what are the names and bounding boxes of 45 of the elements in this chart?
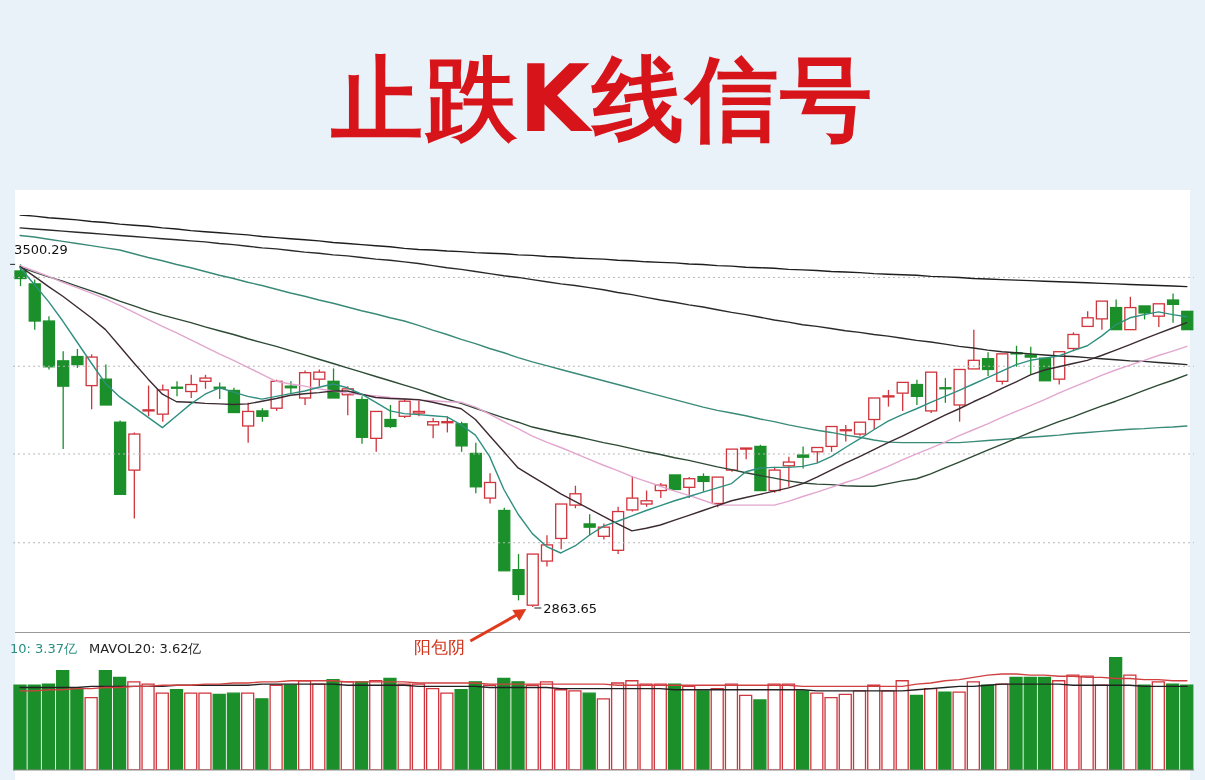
candlestick — [99, 363, 113, 406]
bar — [383, 677, 397, 770]
candlestick — [967, 328, 980, 370]
candlestick — [1095, 300, 1109, 331]
bar — [924, 687, 938, 770]
candlestick — [910, 379, 924, 406]
candlestick — [1166, 292, 1180, 324]
candlestick — [1109, 298, 1123, 331]
candlestick — [42, 315, 56, 371]
bar — [1137, 684, 1151, 770]
candlestick — [796, 445, 810, 470]
candlestick — [483, 472, 497, 505]
bar — [169, 689, 184, 770]
bar — [909, 694, 924, 770]
chart-title: 止跌K线信号 — [329, 45, 876, 155]
text: 3500.29 — [14, 242, 68, 258]
candlestick — [725, 448, 739, 473]
text: MAVOL20: 3.62亿 — [89, 640, 202, 658]
bar — [326, 678, 340, 770]
bar — [795, 690, 810, 770]
bar — [938, 691, 952, 770]
bar — [84, 697, 98, 770]
candlestick — [426, 417, 440, 439]
bar — [1108, 657, 1123, 770]
candlestick — [981, 351, 995, 377]
candlestick — [853, 421, 867, 437]
text: 10: 3.37亿 — [10, 640, 77, 658]
candlestick — [668, 474, 682, 491]
bar — [269, 684, 283, 770]
annotation: 阳包阴 — [414, 637, 466, 657]
candlestick — [540, 534, 554, 568]
annotation: 2863.65 — [543, 601, 598, 616]
bar — [283, 684, 297, 770]
bar — [995, 683, 1009, 770]
bar — [667, 683, 682, 770]
bar — [354, 681, 369, 770]
bar — [241, 692, 255, 770]
candlestick — [782, 456, 796, 488]
candlestick — [113, 419, 127, 495]
bar — [753, 699, 767, 770]
bar — [696, 690, 710, 770]
bar — [980, 684, 995, 770]
candlestick — [355, 395, 369, 445]
bar — [255, 698, 269, 770]
bar — [582, 692, 596, 770]
